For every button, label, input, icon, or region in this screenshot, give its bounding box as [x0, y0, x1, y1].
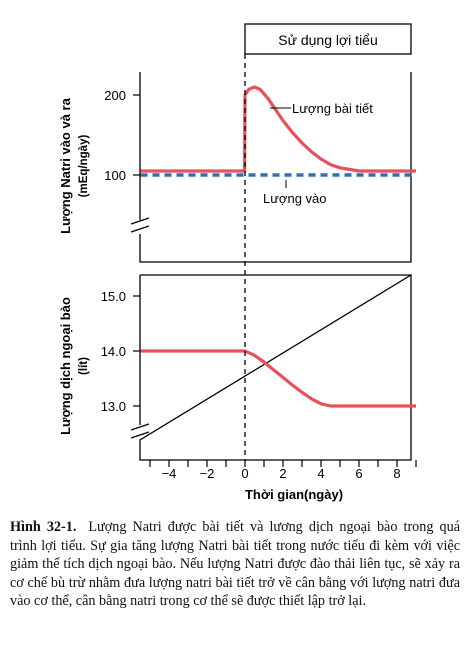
caption-text: Lượng Natri được bài tiết và lương dịch … — [10, 519, 461, 610]
sodium-ylabel: Lượng Natri vào và ra — [58, 97, 73, 233]
x-tick-label: 0 — [241, 466, 248, 481]
ecf-ylabel: Lượng dịch ngoại bào — [58, 297, 73, 435]
ecf-ytick-label: 15.0 — [101, 289, 126, 304]
ecf-ytick-label: 13.0 — [101, 399, 126, 414]
ecf-volume-series-line — [140, 349, 416, 408]
x-tick-label: 4 — [317, 466, 324, 481]
sodium-axis-break — [130, 217, 150, 233]
sodium-ytick-label: 100 — [104, 168, 126, 183]
sodium-ytick-label: 200 — [104, 88, 126, 103]
ecf-panel-frame — [139, 273, 412, 461]
ecf-panel: 13.0 14.0 15.0 Lượng dịch ngoại bào (lít) — [58, 273, 416, 461]
figure-caption: Hình 32-1. Lượng Natri được bài tiết và l… — [10, 518, 460, 611]
figure: Sử dụng lợi tiểu 100 200 Lượng Natri vào … — [58, 23, 417, 502]
caption-label: Hình 32-1. — [10, 519, 77, 535]
diuretic-banner — [244, 23, 412, 55]
x-tick-label: 2 — [279, 466, 286, 481]
x-axis-label: Thời gian(ngày) — [245, 487, 343, 502]
diuretic-banner-label: Sử dụng lợi tiểu — [278, 32, 378, 48]
ecf-ytick-label: 14.0 — [101, 344, 126, 359]
ecf-axis-break — [130, 423, 150, 439]
x-tick-label: −4 — [162, 466, 177, 481]
ecf-ylabel-unit: (lít) — [78, 357, 90, 375]
excreted-label: Lượng bài tiết — [292, 101, 373, 116]
x-tick-label: 8 — [393, 466, 400, 481]
intake-label: Lượng vào — [263, 191, 327, 206]
x-tick-label: −2 — [200, 466, 215, 481]
sodium-panel-frame — [139, 72, 412, 263]
x-tick-label: 6 — [355, 466, 362, 481]
excreted-series-line — [140, 85, 416, 173]
sodium-ylabel-unit: (mEq/ngày) — [78, 135, 90, 198]
